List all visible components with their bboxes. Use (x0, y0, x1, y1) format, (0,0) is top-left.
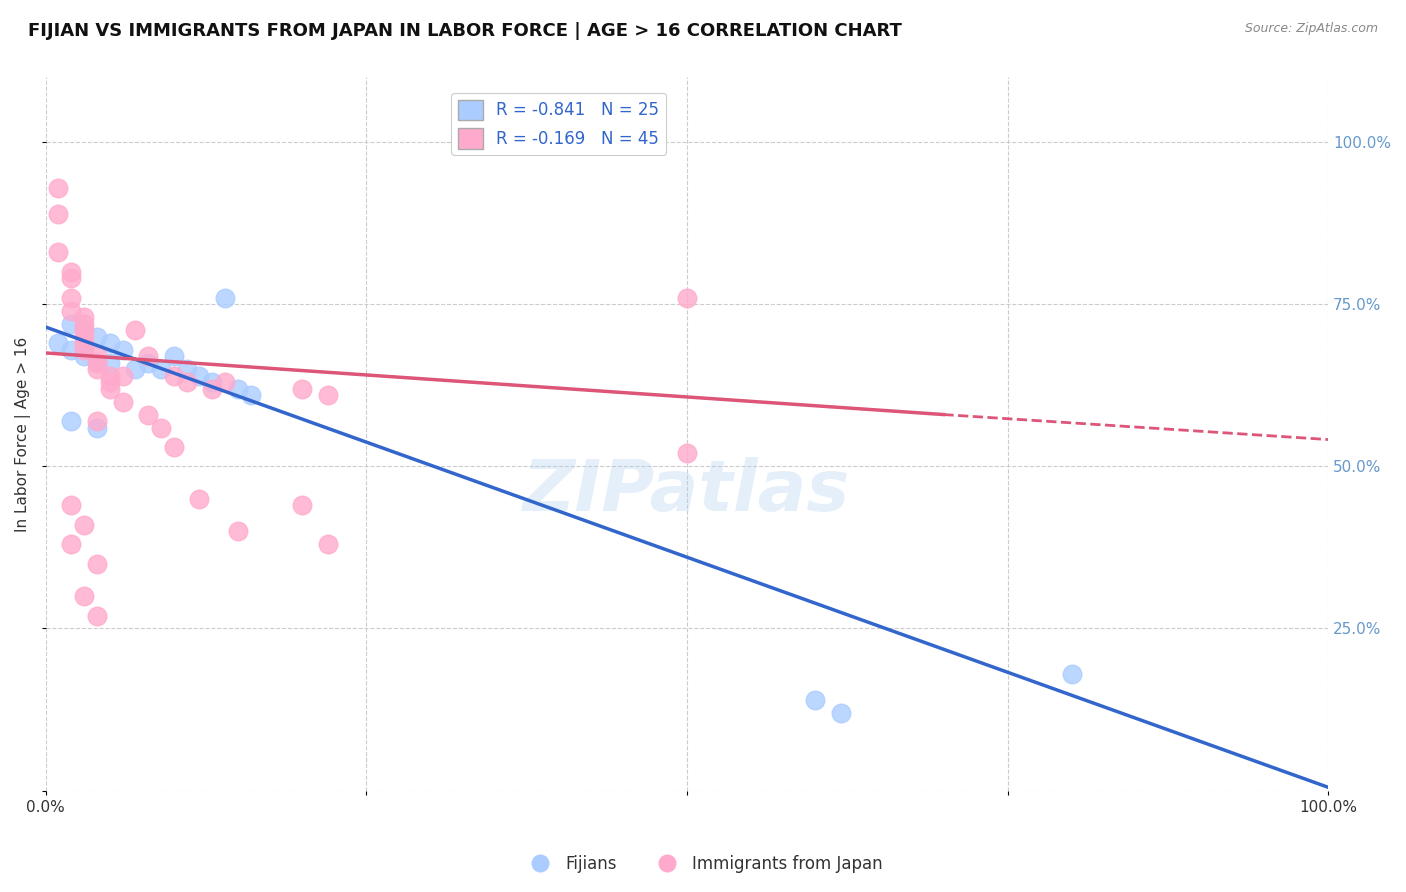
Point (201, 375, 224, 389)
Point (86, 349, 108, 363)
Point (73, 323, 96, 337)
Point (226, 524, 249, 539)
Point (48, 336, 70, 351)
Point (86, 608, 108, 623)
Point (136, 408, 159, 422)
Point (136, 349, 159, 363)
Point (60, 498, 83, 512)
Point (150, 362, 173, 376)
Point (163, 368, 186, 383)
Point (98, 368, 121, 383)
Point (98, 382, 121, 396)
Point (830, 706, 852, 720)
Point (1060, 666, 1083, 681)
Point (60, 537, 83, 551)
Point (188, 368, 211, 383)
Point (60, 317, 83, 331)
Text: ZIPatlas: ZIPatlas (523, 457, 851, 525)
Point (226, 382, 249, 396)
Point (124, 362, 146, 376)
Point (60, 343, 83, 357)
Point (86, 356, 108, 370)
Point (60, 414, 83, 428)
Point (48, 180, 70, 194)
Point (48, 245, 70, 260)
Point (676, 446, 699, 460)
Point (73, 310, 96, 325)
Point (163, 349, 186, 363)
Point (136, 356, 159, 370)
Point (291, 498, 314, 512)
Point (188, 491, 211, 506)
Point (111, 394, 134, 409)
Point (316, 537, 339, 551)
Point (214, 291, 236, 305)
Point (73, 317, 96, 331)
Point (48, 206, 70, 220)
Point (111, 368, 134, 383)
Point (176, 375, 198, 389)
Point (60, 291, 83, 305)
Point (124, 323, 146, 337)
Point (86, 557, 108, 571)
Point (86, 330, 108, 344)
Legend: Fijians, Immigrants from Japan: Fijians, Immigrants from Japan (517, 848, 889, 880)
Point (73, 517, 96, 532)
Point (73, 330, 96, 344)
Point (86, 356, 108, 370)
Point (239, 388, 262, 402)
Point (98, 336, 121, 351)
Point (676, 291, 699, 305)
Point (73, 349, 96, 363)
Point (73, 589, 96, 603)
Point (163, 440, 186, 454)
Point (201, 382, 224, 396)
Point (98, 356, 121, 370)
Point (86, 362, 108, 376)
Point (86, 420, 108, 434)
Point (291, 382, 314, 396)
Point (60, 303, 83, 318)
Legend: R = -0.841   N = 25, R = -0.169   N = 45: R = -0.841 N = 25, R = -0.169 N = 45 (451, 93, 666, 155)
Point (73, 323, 96, 337)
Point (316, 388, 339, 402)
Point (214, 375, 236, 389)
Point (86, 414, 108, 428)
Text: FIJIAN VS IMMIGRANTS FROM JAPAN IN LABOR FORCE | AGE > 16 CORRELATION CHART: FIJIAN VS IMMIGRANTS FROM JAPAN IN LABOR… (28, 22, 903, 40)
Point (111, 343, 134, 357)
Point (804, 693, 827, 707)
Point (60, 271, 83, 285)
Point (73, 336, 96, 351)
Y-axis label: In Labor Force | Age > 16: In Labor Force | Age > 16 (15, 336, 31, 532)
Point (60, 265, 83, 279)
Point (150, 420, 173, 434)
Point (176, 362, 198, 376)
Point (98, 375, 121, 389)
Text: Source: ZipAtlas.com: Source: ZipAtlas.com (1244, 22, 1378, 36)
Point (73, 343, 96, 357)
